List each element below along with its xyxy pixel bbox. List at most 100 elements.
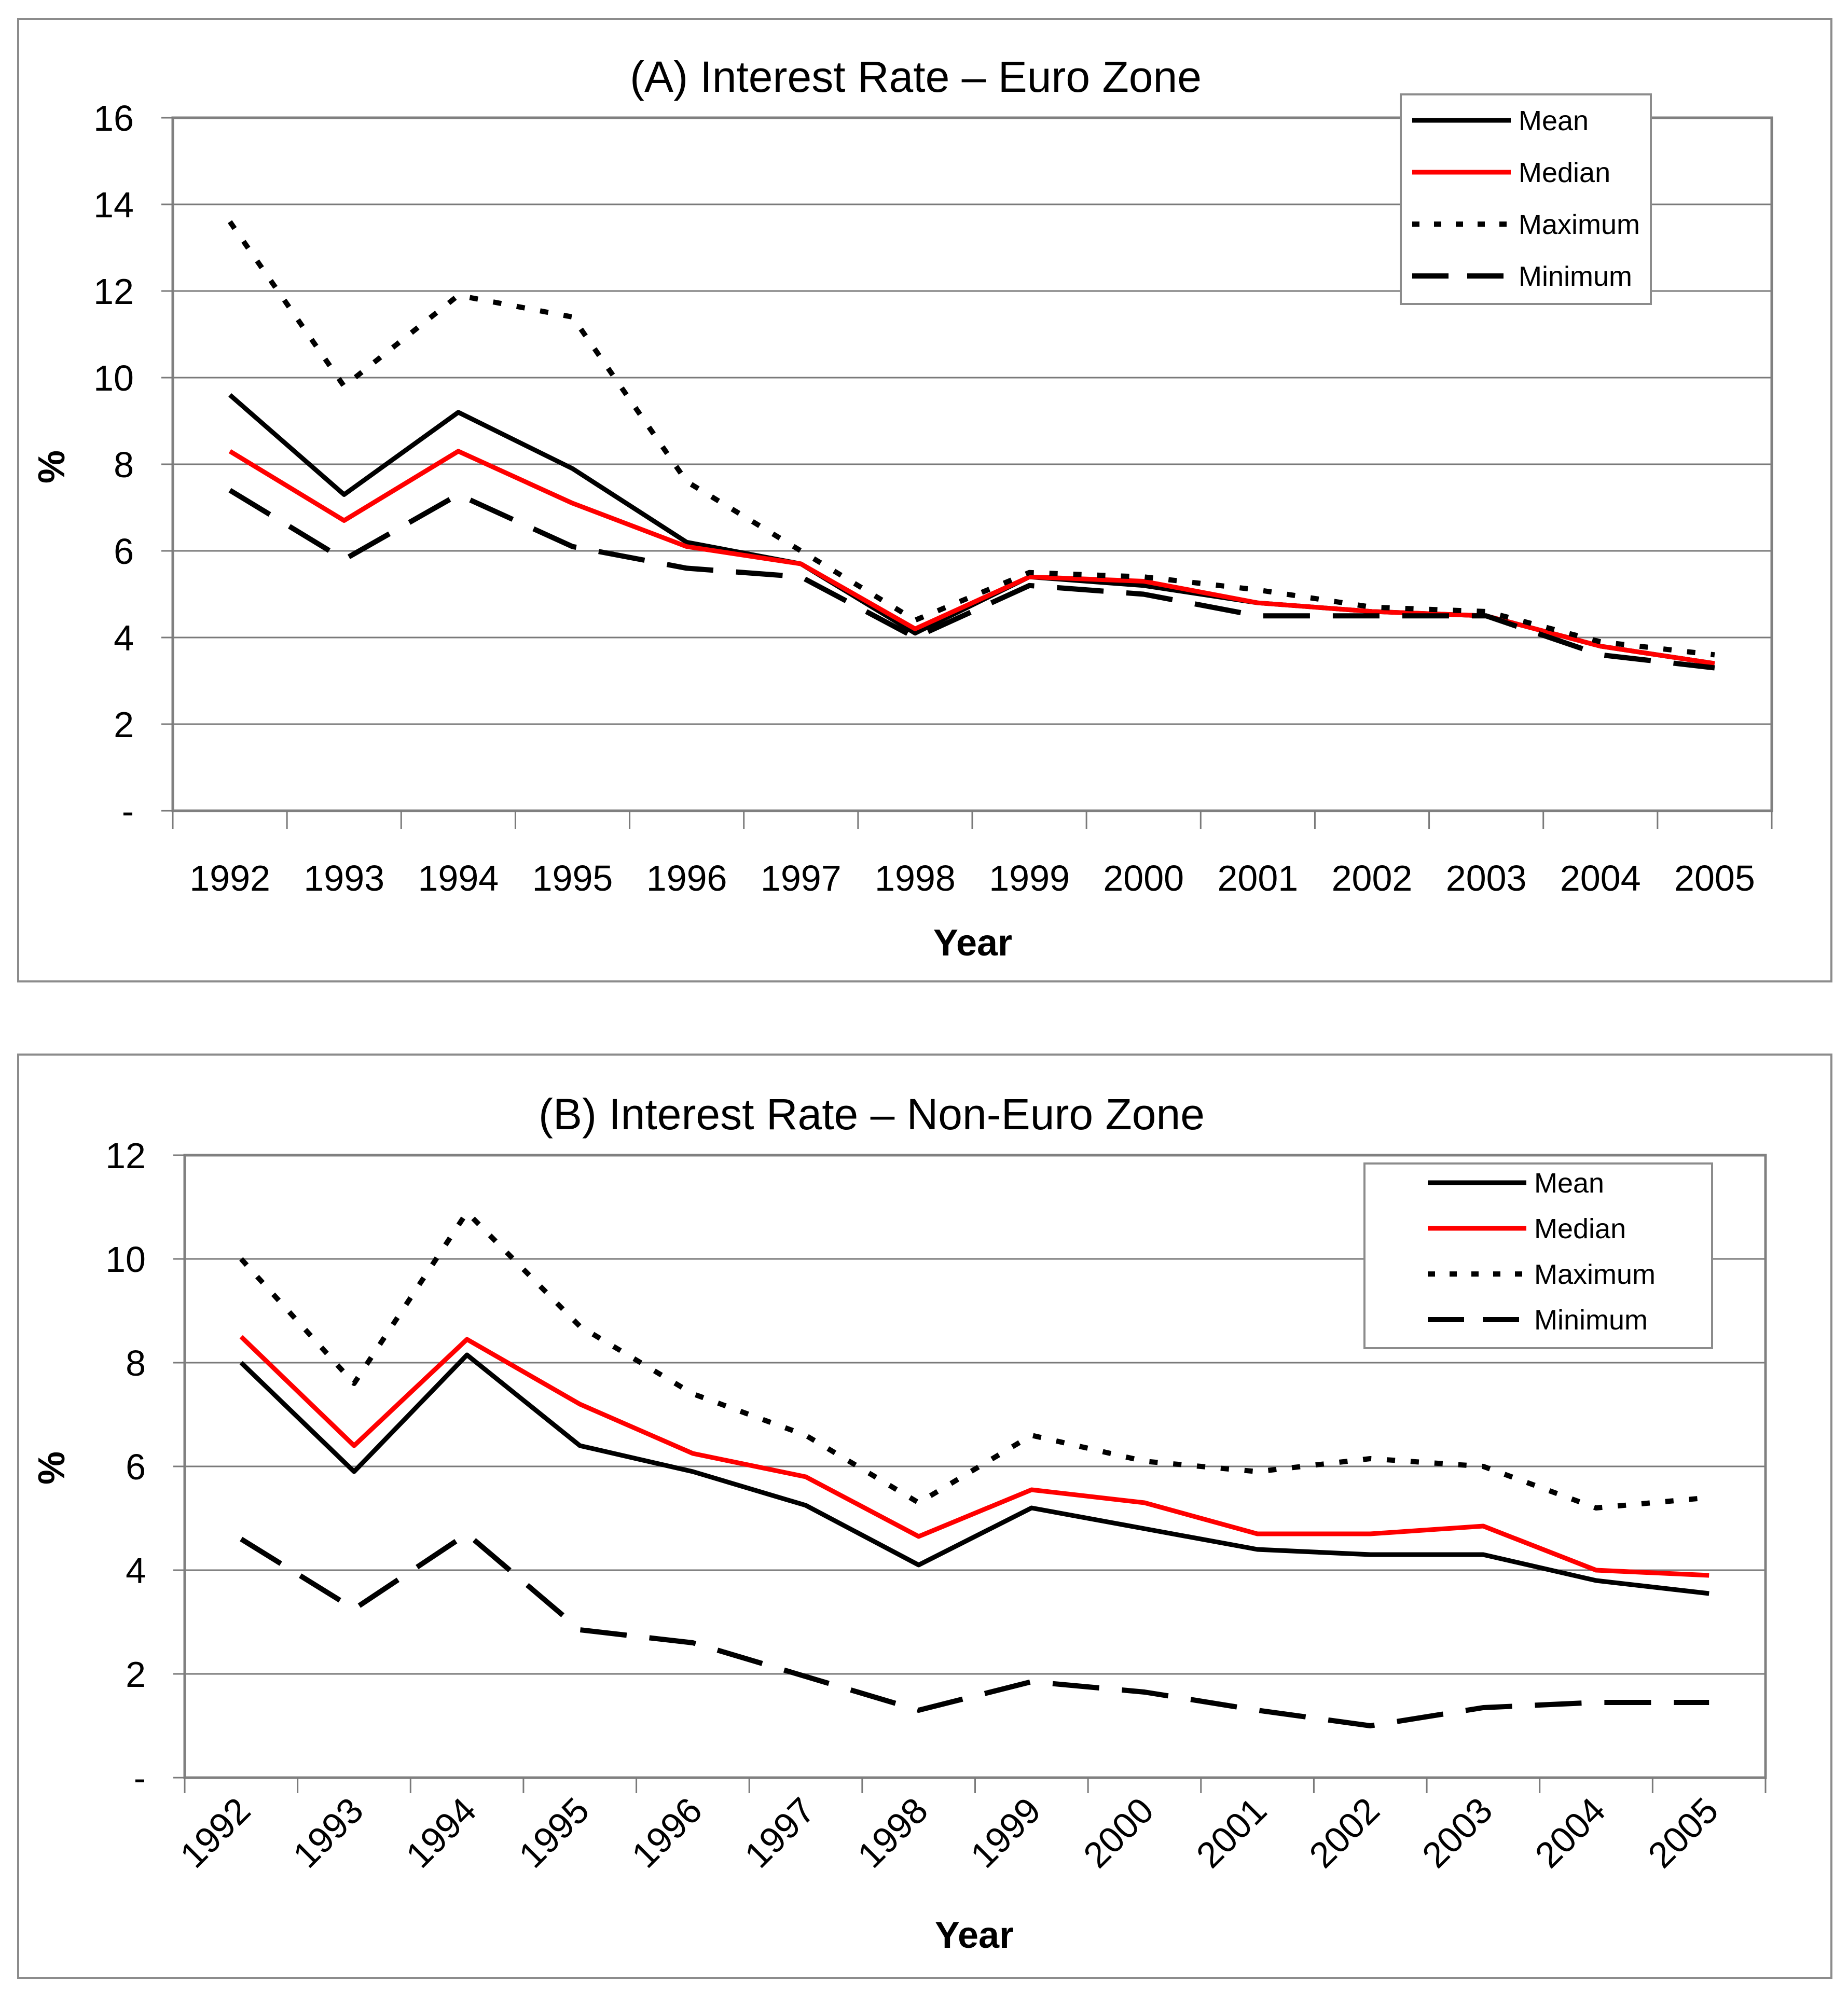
- data-point-mean: [578, 1444, 582, 1448]
- data-point-minimum: [1594, 1700, 1598, 1705]
- data-point-median: [228, 449, 232, 453]
- data-point-minimum: [352, 1607, 356, 1611]
- data-point-median: [465, 1337, 469, 1341]
- y-tick-label: 8: [114, 445, 134, 485]
- data-point-minimum: [1256, 614, 1260, 618]
- data-point-maximum: [1256, 1470, 1260, 1474]
- x-tick-label: 1998: [875, 858, 956, 898]
- data-point-median: [804, 1475, 808, 1479]
- data-point-maximum: [1484, 609, 1488, 614]
- x-axis-label: Year: [933, 922, 1012, 964]
- series-line-median: [239, 1335, 1709, 1578]
- data-point-maximum: [691, 1392, 695, 1396]
- data-point-median: [1141, 579, 1146, 583]
- data-point-maximum: [465, 1210, 469, 1214]
- y-axis: - 2 4 6 8 10 12 14 16: [93, 98, 173, 832]
- y-tick-label: 14: [93, 185, 134, 225]
- chart-title: (B) Interest Rate – Non-Euro Zone: [539, 1090, 1205, 1139]
- y-tick-label: 10: [93, 358, 134, 398]
- data-point-maximum: [1029, 1433, 1033, 1437]
- data-point-mean: [1141, 584, 1146, 588]
- data-point-median: [1256, 601, 1260, 605]
- data-point-mean: [465, 1353, 469, 1357]
- x-tick-label: 2004: [1560, 858, 1641, 898]
- data-point-median: [691, 1451, 695, 1456]
- data-point-median: [1707, 1573, 1711, 1577]
- legend: Mean Median Maximum Minimum: [1400, 93, 1652, 305]
- y-tick-label: 2: [126, 1654, 146, 1695]
- data-point-mean: [456, 410, 460, 414]
- data-point-median: [1481, 1524, 1485, 1528]
- data-point-median: [342, 519, 346, 523]
- data-point-minimum: [917, 1708, 921, 1712]
- data-point-minimum: [1256, 1708, 1260, 1712]
- data-point-maximum: [1027, 571, 1031, 575]
- x-axis-label: Year: [935, 1915, 1014, 1956]
- x-tick-label: 1997: [761, 858, 842, 898]
- data-point-mean: [571, 466, 575, 470]
- x-tick-label: 2005: [1674, 858, 1755, 898]
- data-point-mean: [1707, 1591, 1711, 1596]
- data-point-mean: [691, 1470, 695, 1474]
- data-point-median: [456, 449, 460, 453]
- data-point-mean: [352, 1470, 356, 1474]
- data-point-minimum: [799, 575, 803, 579]
- data-point-mean: [917, 1563, 921, 1567]
- data-point-maximum: [1481, 1464, 1485, 1468]
- data-point-maximum: [1707, 1495, 1711, 1500]
- data-point-mean: [1256, 1547, 1260, 1551]
- data-point-median: [1029, 1488, 1033, 1492]
- x-tick-label: 2002: [1332, 858, 1413, 898]
- y-tick-label: 4: [114, 618, 134, 658]
- y-tick-label: 8: [126, 1343, 146, 1383]
- y-tick-label: 6: [126, 1447, 146, 1487]
- data-point-mean: [1029, 1506, 1033, 1510]
- data-point-maximum: [799, 549, 803, 553]
- data-point-minimum: [342, 558, 346, 562]
- data-point-minimum: [1141, 592, 1146, 597]
- x-tick-label: 2000: [1103, 858, 1184, 898]
- data-point-minimum: [1370, 614, 1374, 618]
- data-point-median: [578, 1402, 582, 1406]
- legend-label-mean: Mean: [1534, 1168, 1604, 1199]
- x-tick-label: 1994: [418, 858, 499, 898]
- y-tick-label: 12: [105, 1135, 146, 1176]
- x-tick-label: 2003: [1446, 858, 1527, 898]
- y-tick-label: 6: [114, 531, 134, 572]
- series-group: [227, 220, 1717, 671]
- y-axis-label: %: [31, 1451, 73, 1485]
- data-point-maximum: [1141, 575, 1146, 579]
- y-tick-label: 10: [105, 1239, 146, 1280]
- data-point-minimum: [239, 1537, 243, 1541]
- data-point-median: [799, 562, 803, 566]
- data-point-maximum: [1142, 1459, 1147, 1463]
- data-point-median: [1142, 1501, 1147, 1505]
- x-tick-label: 2001: [1217, 858, 1298, 898]
- data-point-maximum: [1594, 1506, 1598, 1510]
- data-point-minimum: [1707, 1700, 1711, 1705]
- series-line-maximum: [239, 1210, 1709, 1511]
- data-point-median: [1368, 1532, 1372, 1536]
- data-point-median: [913, 627, 917, 631]
- data-point-median: [1598, 644, 1603, 648]
- data-point-minimum: [1484, 614, 1488, 618]
- data-point-mean: [1368, 1553, 1372, 1557]
- data-point-minimum: [1027, 584, 1031, 588]
- data-point-median: [1370, 609, 1374, 614]
- data-point-maximum: [685, 479, 689, 483]
- y-axis: - 2 4 6 8 10 12: [105, 1135, 185, 1798]
- legend-label-maximum: Maximum: [1534, 1259, 1656, 1290]
- panel-b: (B) Interest Rate – Non-Euro Zone - 2 4 6 8 1…: [17, 1054, 1832, 1979]
- y-tick-label: -: [122, 791, 134, 832]
- legend-box: [1400, 93, 1652, 305]
- y-tick-label: 4: [126, 1550, 146, 1591]
- data-point-median: [239, 1335, 243, 1339]
- data-point-maximum: [1368, 1457, 1372, 1461]
- data-point-median: [1713, 661, 1717, 666]
- x-tick-label: 1993: [304, 858, 384, 898]
- data-point-minimum: [1481, 1706, 1485, 1710]
- data-point-maximum: [917, 1501, 921, 1505]
- legend-label-mean: Mean: [1519, 105, 1589, 136]
- data-point-median: [685, 545, 689, 549]
